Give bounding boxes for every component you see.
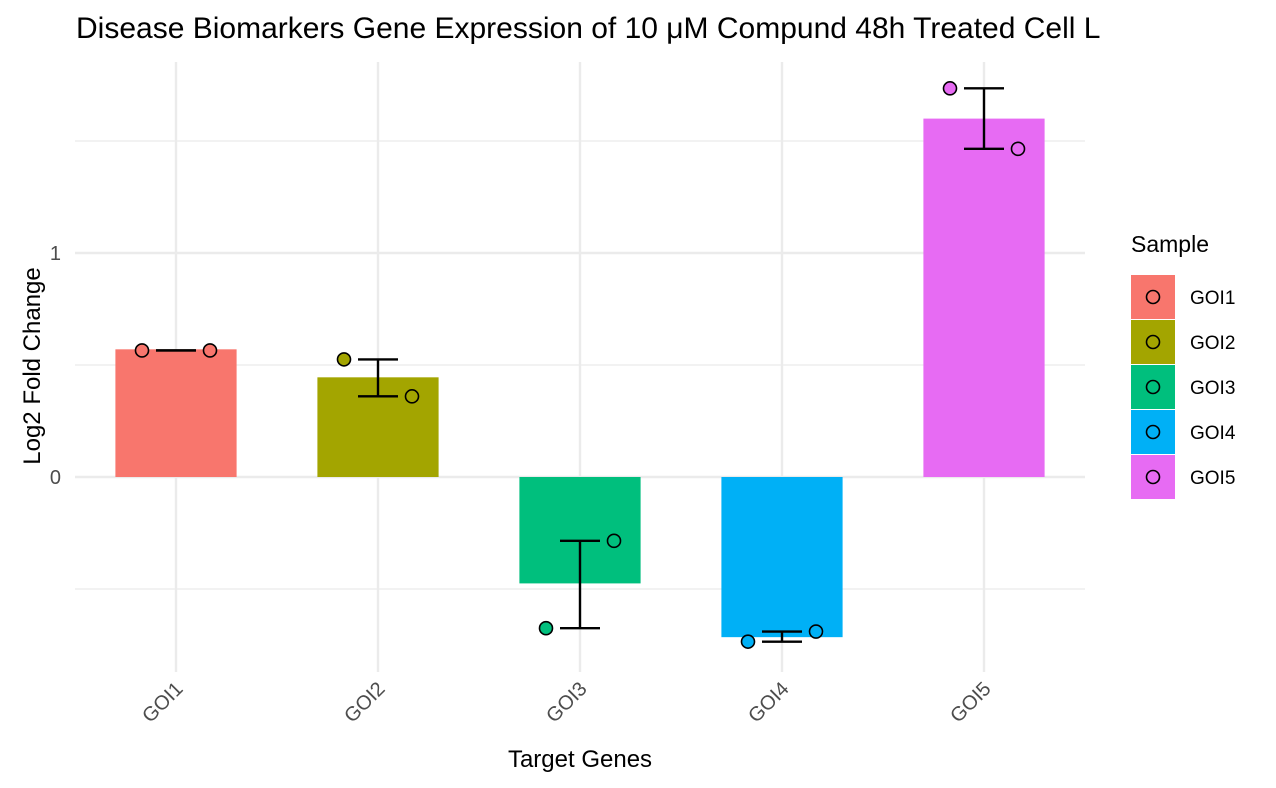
bar-goi1 (115, 349, 237, 477)
bars (115, 118, 1045, 638)
data-point (404, 389, 420, 404)
legend-label-goi3: GOI3 (1190, 378, 1235, 399)
legend-point-icon (1145, 379, 1161, 395)
bar-goi4 (721, 477, 843, 638)
legend-point-icon (1145, 289, 1161, 305)
x-tick-label: GOI1 (138, 678, 187, 727)
y-axis-title: Log2 Fold Change (19, 267, 46, 464)
data-point (336, 352, 352, 367)
x-axis-title: Target Genes (508, 746, 652, 773)
data-point (1010, 141, 1026, 157)
legend-title: Sample (1131, 231, 1209, 257)
data-point (740, 634, 756, 649)
data-point (134, 343, 150, 358)
x-tick-label: GOI5 (946, 678, 995, 727)
legend: Sample GOI1 GOI2 GOI3 GOI4 GOI5 (1131, 231, 1236, 499)
x-tick-label: GOI4 (744, 678, 793, 727)
data-point (538, 620, 554, 636)
data-point (606, 533, 622, 549)
legend-point-icon (1145, 334, 1161, 350)
data-point (202, 343, 218, 358)
legend-label-goi4: GOI4 (1190, 423, 1236, 444)
x-axis-ticks: GOI1 GOI2 GOI3 GOI4 GOI5 (138, 678, 995, 727)
bar-goi5 (923, 118, 1045, 477)
data-point (808, 624, 824, 639)
error-bars (156, 87, 1004, 643)
legend-label-goi2: GOI2 (1190, 333, 1235, 354)
legend-point-icon (1145, 424, 1161, 440)
legend-label-goi5: GOI5 (1190, 468, 1235, 489)
x-tick-label: GOI2 (340, 678, 389, 727)
legend-point-icon (1145, 469, 1161, 485)
legend-label-goi1: GOI1 (1190, 288, 1235, 309)
x-tick-label: GOI3 (542, 678, 591, 727)
data-points (134, 81, 1026, 649)
y-tick-label: 0 (50, 467, 61, 489)
data-point (942, 81, 958, 96)
y-tick-label: 1 (50, 243, 61, 265)
y-axis-ticks: 01 (50, 243, 61, 489)
chart-title: Disease Biomarkers Gene Expression of 10… (76, 12, 1101, 45)
